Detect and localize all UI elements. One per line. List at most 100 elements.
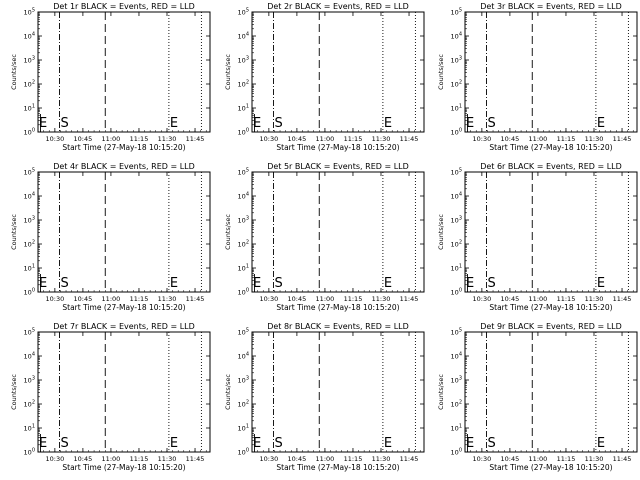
y-tick-label: 105	[238, 8, 249, 17]
x-tick-label: 10:30	[45, 295, 64, 303]
x-tick-label: 10:45	[501, 295, 520, 303]
plot-frame	[464, 331, 638, 453]
x-tick-label: 11:30	[158, 455, 177, 463]
x-tick-label: 11:00	[529, 295, 548, 303]
panel-det-6r: Det 6r BLACK = Events, RED = LLD 100 101 10…	[437, 162, 638, 312]
y-tick-label: 105	[24, 328, 35, 337]
y-tick-label: 100	[238, 288, 249, 297]
panel-det-2r: Det 2r BLACK = Events, RED = LLD 100 101 10…	[224, 2, 425, 152]
x-tick-label: 10:45	[288, 455, 307, 463]
y-tick-label: 102	[451, 80, 462, 89]
start-marker-label: S	[488, 116, 496, 131]
panel-title: Det 8r BLACK = Events, RED = LLD	[267, 322, 409, 331]
x-tick-label: 11:15	[557, 295, 576, 303]
panel-det-1r: Det 1r BLACK = Events, RED = LLD 100 101 10…	[10, 2, 211, 152]
plot-frame	[464, 171, 638, 293]
x-tick-label: 11:00	[316, 135, 335, 143]
x-tick-label: 10:45	[74, 295, 93, 303]
panel-title: Det 5r BLACK = Events, RED = LLD	[267, 162, 409, 171]
x-tick-label: 11:45	[400, 455, 419, 463]
y-tick-label: 105	[24, 168, 35, 177]
edge-marker-label: E	[466, 276, 474, 291]
start-marker-label: S	[61, 436, 69, 451]
y-tick-label: 105	[451, 168, 462, 177]
x-axis-label: Start Time (27-May-18 10:15:20)	[276, 303, 399, 312]
panel-title: Det 6r BLACK = Events, RED = LLD	[480, 162, 622, 171]
x-axis-label: Start Time (27-May-18 10:15:20)	[62, 143, 185, 152]
y-axis-label: Counts/sec	[437, 374, 445, 410]
edge-marker-label: E	[253, 276, 261, 291]
panel-det-9r: Det 9r BLACK = Events, RED = LLD 100 101 10…	[437, 322, 638, 472]
y-tick-label: 100	[24, 288, 35, 297]
x-tick-label: 10:45	[74, 135, 93, 143]
plot-frame	[37, 11, 211, 133]
y-axis-label: Counts/sec	[10, 54, 18, 90]
panel-det-3r: Det 3r BLACK = Events, RED = LLD 100 101 10…	[437, 2, 638, 152]
end-marker-label: E	[384, 436, 392, 451]
start-marker-label: S	[488, 436, 496, 451]
plot-frame	[464, 11, 638, 133]
end-marker-label: E	[384, 116, 392, 131]
end-marker-label: E	[170, 276, 178, 291]
panel-title: Det 2r BLACK = Events, RED = LLD	[267, 2, 409, 11]
x-tick-label: 11:15	[557, 135, 576, 143]
y-tick-label: 102	[238, 240, 249, 249]
edge-marker-label: E	[39, 116, 47, 131]
panel-det-8r: Det 8r BLACK = Events, RED = LLD 100 101 10…	[224, 322, 425, 472]
y-tick-label: 104	[238, 352, 249, 361]
y-axis-label: Counts/sec	[224, 374, 232, 410]
panel-title: Det 4r BLACK = Events, RED = LLD	[53, 162, 195, 171]
y-tick-label: 105	[451, 8, 462, 17]
y-axis-label: Counts/sec	[437, 54, 445, 90]
x-tick-label: 10:30	[45, 455, 64, 463]
x-tick-label: 11:45	[186, 135, 205, 143]
x-tick-label: 11:15	[344, 455, 363, 463]
y-tick-label: 104	[238, 32, 249, 41]
x-axis-label: Start Time (27-May-18 10:15:20)	[489, 463, 612, 472]
end-marker-label: E	[170, 116, 178, 131]
x-tick-label: 10:45	[288, 135, 307, 143]
x-axis-label: Start Time (27-May-18 10:15:20)	[276, 463, 399, 472]
x-tick-label: 11:30	[158, 135, 177, 143]
y-tick-label: 100	[451, 288, 462, 297]
x-tick-label: 11:00	[529, 135, 548, 143]
x-tick-label: 11:00	[529, 455, 548, 463]
y-axis-label: Counts/sec	[224, 214, 232, 250]
y-tick-label: 102	[24, 80, 35, 89]
x-tick-label: 11:30	[585, 295, 604, 303]
y-tick-label: 102	[451, 400, 462, 409]
x-axis-label: Start Time (27-May-18 10:15:20)	[62, 463, 185, 472]
y-tick-label: 104	[24, 32, 35, 41]
y-tick-label: 103	[24, 376, 35, 385]
x-axis-label: Start Time (27-May-18 10:15:20)	[276, 143, 399, 152]
y-axis-label: Counts/sec	[10, 374, 18, 410]
y-tick-label: 101	[24, 104, 35, 113]
y-tick-label: 101	[451, 424, 462, 433]
x-tick-label: 11:00	[316, 455, 335, 463]
start-marker-label: S	[275, 116, 283, 131]
edge-marker-label: E	[39, 276, 47, 291]
x-tick-label: 10:45	[501, 455, 520, 463]
edge-marker-label: E	[466, 436, 474, 451]
panel-det-5r: Det 5r BLACK = Events, RED = LLD 100 101 10…	[224, 162, 425, 312]
x-tick-label: 11:45	[186, 455, 205, 463]
x-tick-label: 10:45	[501, 135, 520, 143]
y-tick-label: 103	[238, 216, 249, 225]
y-tick-label: 104	[451, 32, 462, 41]
y-tick-label: 104	[238, 192, 249, 201]
y-tick-label: 100	[451, 128, 462, 137]
x-tick-label: 10:30	[259, 135, 278, 143]
x-tick-label: 11:45	[613, 455, 632, 463]
y-tick-label: 103	[451, 216, 462, 225]
x-tick-label: 11:00	[316, 295, 335, 303]
y-tick-label: 102	[24, 240, 35, 249]
y-tick-label: 104	[24, 352, 35, 361]
start-marker-label: S	[61, 116, 69, 131]
x-tick-label: 11:30	[585, 455, 604, 463]
end-marker-label: E	[597, 116, 605, 131]
plot-frame	[251, 11, 425, 133]
x-tick-label: 11:45	[186, 295, 205, 303]
y-tick-label: 105	[238, 328, 249, 337]
y-axis-label: Counts/sec	[224, 54, 232, 90]
